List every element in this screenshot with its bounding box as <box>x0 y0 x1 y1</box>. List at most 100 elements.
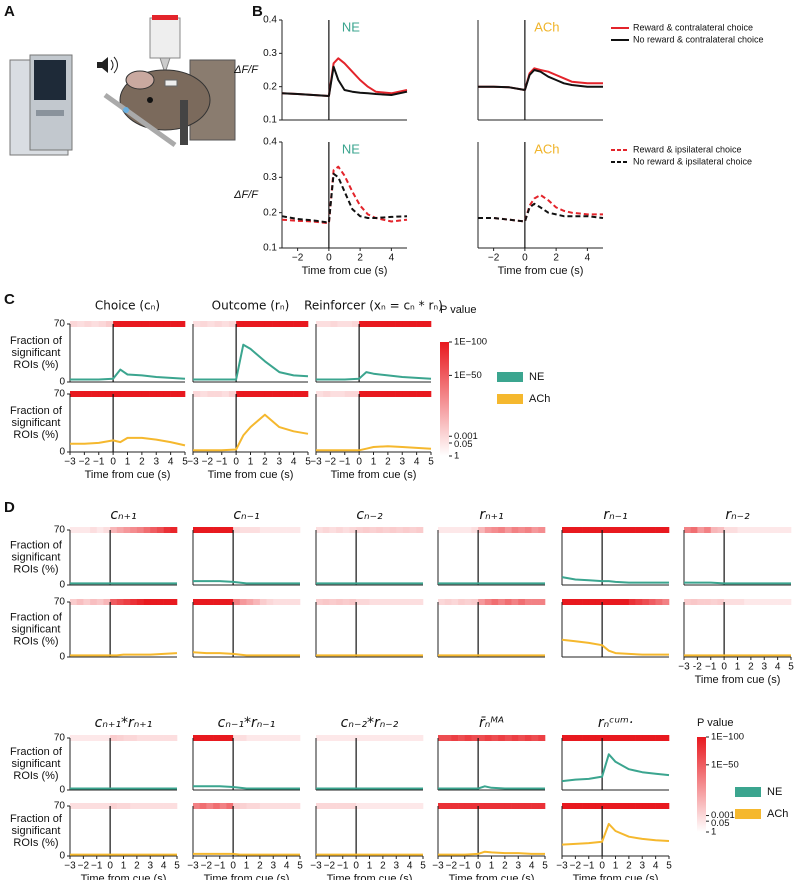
significance-bin <box>259 527 267 533</box>
lick-spout <box>103 92 177 148</box>
significance-bin <box>717 527 725 533</box>
significance-bin <box>730 527 738 533</box>
significance-bin <box>213 527 221 533</box>
x-tick-label: 2 <box>139 457 145 468</box>
significance-bin <box>777 527 785 533</box>
significance-bin <box>98 321 107 327</box>
significance-bin <box>76 735 84 741</box>
significance-bin <box>236 321 244 327</box>
y-axis-label: ROIs (%) <box>13 429 58 441</box>
significance-bin <box>279 803 287 809</box>
significance-bin <box>105 321 114 327</box>
significance-bin <box>498 735 506 741</box>
y-axis-label: Fraction of <box>10 539 63 551</box>
significance-bin <box>329 803 337 809</box>
series-line <box>193 852 300 856</box>
significance-bin <box>226 735 234 741</box>
series-line <box>561 753 670 783</box>
significance-bin <box>471 527 479 533</box>
significance-bin <box>96 527 104 533</box>
colorbar-tick-label: 1E−50 <box>454 370 482 381</box>
significance-bin <box>478 599 486 605</box>
significance-bin <box>293 735 301 741</box>
significance-bin <box>170 599 178 605</box>
significance-bin <box>273 803 281 809</box>
significance-bin <box>395 321 403 327</box>
significance-bin <box>70 321 78 327</box>
significance-bin <box>130 735 138 741</box>
significance-bin <box>150 735 158 741</box>
y-tick-label: 0 <box>59 652 65 663</box>
y-tick-label: 0.2 <box>263 81 277 92</box>
significance-bin <box>316 391 324 397</box>
significance-bin <box>273 527 281 533</box>
significance-bin <box>531 527 539 533</box>
significance-bin <box>602 735 610 741</box>
significance-bin <box>538 735 546 741</box>
significance-bin <box>253 803 261 809</box>
significance-bin <box>366 321 374 327</box>
significance-bin <box>423 321 432 327</box>
x-tick-label: 3 <box>270 861 276 872</box>
significance-bin <box>491 735 499 741</box>
x-axis-label: Time from cue (s) <box>208 469 294 481</box>
x-tick-label: −2 <box>446 861 458 872</box>
significance-bin <box>83 803 91 809</box>
significance-bin <box>770 527 778 533</box>
chart-title: NE <box>342 19 360 34</box>
significance-bin <box>416 803 424 809</box>
microscope-cap <box>152 15 178 20</box>
significance-bin <box>484 803 492 809</box>
panel-chart: −3 −2 −1 0 1 2 3 4 5 Time from cue (s) <box>187 803 303 880</box>
x-tick-label: −1 <box>216 457 228 468</box>
x-tick-label: −3 <box>187 861 199 872</box>
significance-bin <box>362 527 370 533</box>
significance-bin <box>511 803 519 809</box>
colorbar-tick-label: 0.001 <box>454 431 478 442</box>
significance-bin <box>416 735 424 741</box>
significance-bin <box>423 391 432 397</box>
significance-bin <box>504 599 512 605</box>
significance-bin <box>635 527 643 533</box>
y-tick-label: 0 <box>59 580 65 591</box>
significance-bin <box>382 599 390 605</box>
significance-bin <box>156 527 164 533</box>
y-axis-label: ROIs (%) <box>13 837 58 849</box>
significance-bin <box>342 527 350 533</box>
significance-bin <box>141 391 150 397</box>
significance-bin <box>582 599 590 605</box>
significance-bin <box>110 527 118 533</box>
panel-chart: cₙ₋₂*rₙ₋₂ <box>315 715 424 791</box>
significance-bin <box>608 599 616 605</box>
significance-bin <box>518 735 526 741</box>
significance-bin <box>193 735 200 741</box>
significance-bin <box>239 803 247 809</box>
y-tick-label: 70 <box>54 801 66 812</box>
significance-bin <box>575 735 583 741</box>
significance-bin <box>239 527 247 533</box>
y-tick-label: 70 <box>54 525 66 536</box>
significance-bin <box>642 527 650 533</box>
significance-bin <box>163 735 171 741</box>
significance-bin <box>416 527 424 533</box>
significance-bin <box>83 599 91 605</box>
series-line <box>281 172 408 224</box>
y-tick-label: 0 <box>59 851 65 862</box>
significance-bin <box>464 599 472 605</box>
computer-slot <box>36 110 64 116</box>
significance-bin <box>484 599 492 605</box>
significance-bin <box>750 527 758 533</box>
significance-bin <box>464 803 472 809</box>
significance-bin <box>337 321 346 327</box>
x-tick-label: −2 <box>79 457 91 468</box>
significance-bin <box>402 599 410 605</box>
sound-waves <box>110 56 118 74</box>
significance-bin <box>113 321 121 327</box>
significance-bin <box>373 321 381 327</box>
significance-bin <box>214 391 223 397</box>
y-axis-label: significant <box>12 623 61 635</box>
x-tick-label: −1 <box>91 861 103 872</box>
colorbar-tick-label: 0.001 <box>711 810 735 821</box>
significance-bin <box>236 391 244 397</box>
